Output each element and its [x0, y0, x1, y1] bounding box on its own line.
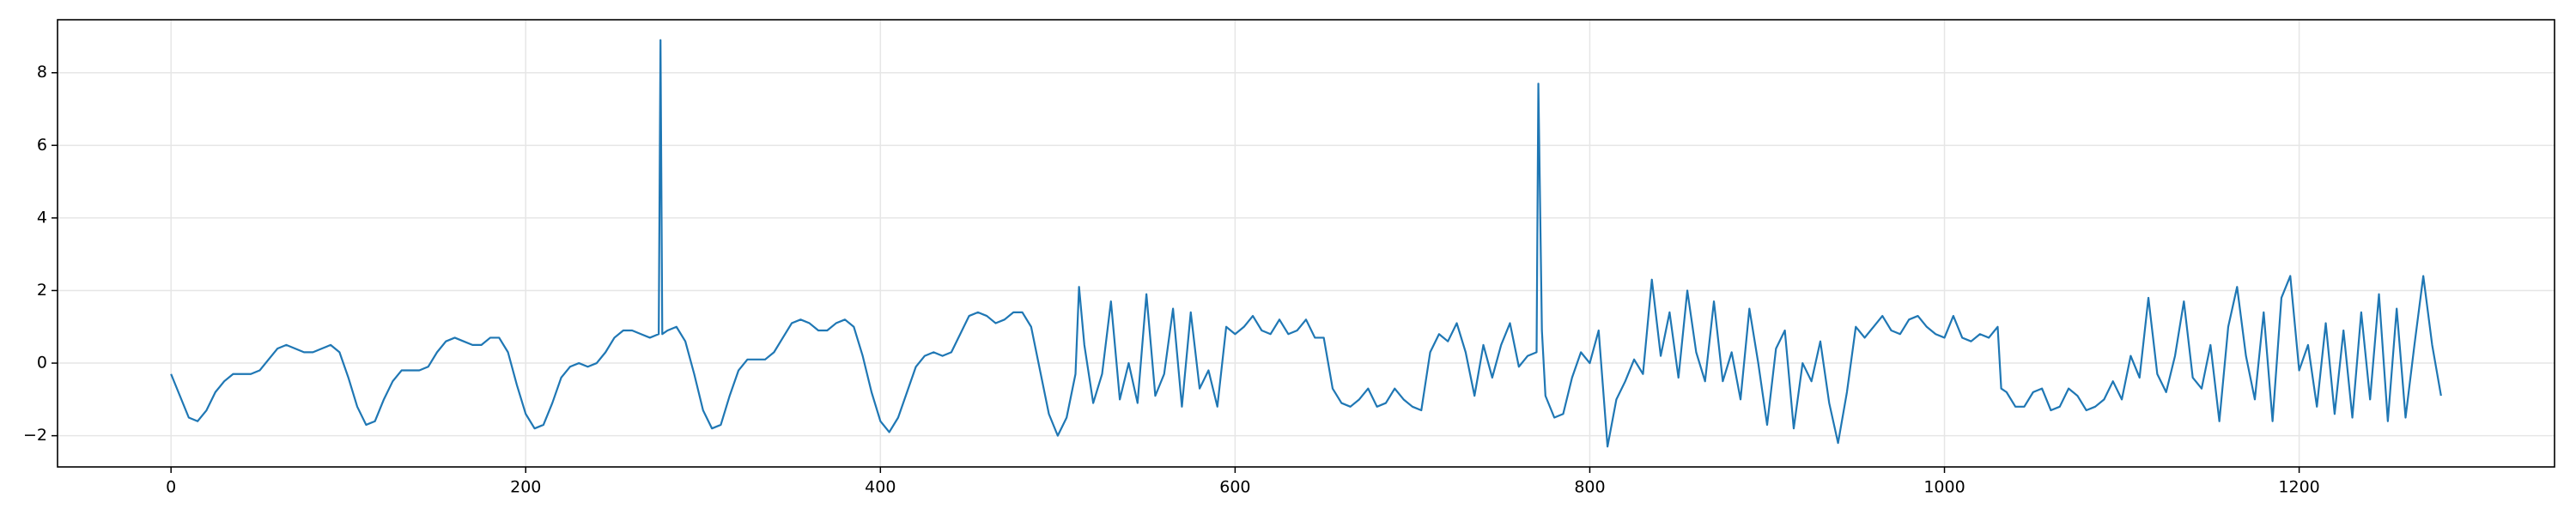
- x-tick-label: 600: [1219, 478, 1250, 497]
- y-tick-label: 2: [37, 281, 47, 300]
- x-tick-label: 1200: [2278, 478, 2319, 497]
- y-tick-label: −2: [23, 426, 47, 445]
- y-tick-label: 6: [37, 136, 47, 154]
- x-tick-label: 200: [510, 478, 541, 497]
- y-tick-label: 8: [37, 63, 47, 82]
- x-tick-label: 400: [865, 478, 896, 497]
- data-line: [170, 39, 2442, 448]
- y-tick-label: 0: [37, 354, 47, 373]
- x-tick-label: 1000: [1923, 478, 1965, 497]
- x-tick-label: 800: [1574, 478, 1605, 497]
- axes-frame: [57, 19, 2555, 468]
- y-tick-label: 4: [37, 208, 47, 227]
- x-tick-label: 0: [166, 478, 176, 497]
